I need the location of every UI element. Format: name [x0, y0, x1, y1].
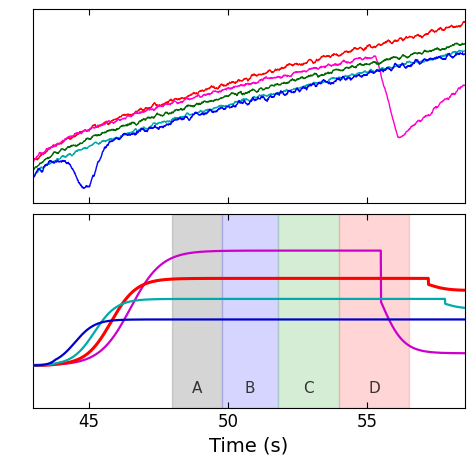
X-axis label: Time (s): Time (s)	[209, 436, 289, 455]
Bar	[222, 214, 278, 408]
Bar	[173, 214, 222, 408]
Text: B: B	[245, 381, 255, 396]
Text: A: A	[192, 381, 202, 396]
Text: C: C	[303, 381, 314, 396]
Bar	[278, 214, 339, 408]
Bar	[339, 214, 409, 408]
Text: D: D	[368, 381, 380, 396]
